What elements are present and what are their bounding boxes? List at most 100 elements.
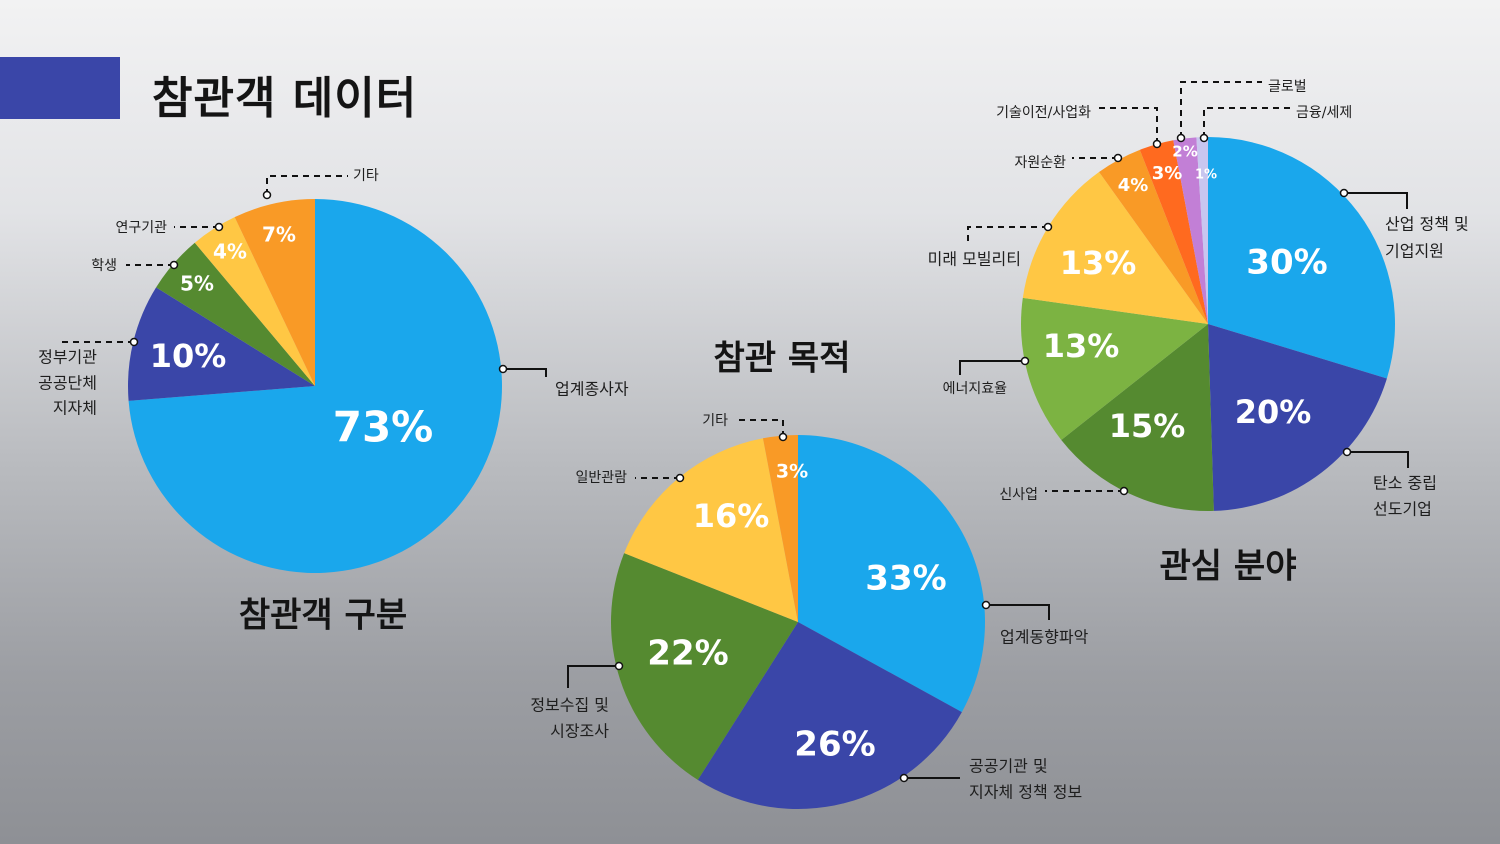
leader-line [266,175,348,195]
slice-category-label: 공공단체 [38,374,97,393]
pie-slice [762,435,798,622]
slice-percent-label: 15% [1109,407,1186,445]
slice-category-label: 자원순환 [1014,155,1066,171]
leader-dot [1043,222,1053,232]
pie-slice [234,199,315,386]
slice-percent-label: 1% [1195,168,1217,183]
leader-dot [778,432,788,442]
leader-dot [1342,447,1352,457]
leader-line [986,604,1050,620]
slice-category-label: 기타 [702,413,728,429]
slice-category-label: 정보수집 및 [530,696,609,715]
slice-category-label: 신사업 [999,487,1038,503]
slice-percent-label: 3% [1152,163,1183,184]
slice-percent-label: 20% [1235,393,1312,431]
pie-slice [156,242,315,386]
leader-dot [614,661,624,671]
leader-line [1344,192,1408,209]
slice-category-label: 금융/세제 [1296,105,1352,121]
leader-line [967,226,1048,241]
slice-category-label: 기술이전/사업화 [996,105,1091,121]
slice-category-label: 공공기관 및 [969,757,1048,776]
pie-slice [1139,140,1208,324]
pie-slice [1173,137,1208,324]
leader-dot [1176,133,1186,143]
chart-title: 참관객 구분 [239,596,407,636]
slice-percent-label: 7% [262,223,296,247]
title-accent-bar [0,57,120,119]
slice-category-label: 학생 [91,258,117,274]
slice-category-label: 정부기관 [38,348,97,367]
leader-line [1347,451,1409,468]
slice-percent-label: 10% [150,337,227,375]
leader-dot [262,190,272,200]
leader-line [959,360,1025,375]
slice-category-label: 선도기업 [1373,500,1432,519]
leader-dot [129,337,139,347]
slice-percent-label: 16% [693,497,770,535]
slice-percent-label: 4% [1118,175,1149,196]
leader-dot [214,222,224,232]
pie-slice [1208,324,1387,511]
slice-category-label: 일반관람 [575,470,627,486]
pie-slice [624,438,798,622]
leader-dot [1119,486,1129,496]
pie-slice [610,553,798,780]
pie-slice [1021,297,1208,440]
slice-category-label: 탄소 중립 [1373,474,1437,493]
leader-line [1203,107,1290,138]
slice-percent-label: 5% [180,272,214,296]
leader-line [1098,107,1158,144]
slice-category-label: 시장조사 [550,722,609,741]
pie-slice [1061,324,1214,512]
leader-dot [981,600,991,610]
pie-slice [1022,172,1208,324]
pie-slice [128,287,315,401]
slice-category-label: 에너지효율 [943,381,1008,397]
pie-slice [798,435,986,713]
slice-percent-label: 73% [333,403,434,452]
slice-percent-label: 13% [1060,244,1137,282]
leader-line [1180,81,1262,138]
slice-percent-label: 33% [865,559,946,599]
slice-category-label: 기업지원 [1385,242,1444,261]
leader-dot [1152,139,1162,149]
pie-slice [697,622,962,810]
leader-dot [1113,153,1123,163]
slice-percent-label: 2% [1172,143,1197,161]
slice-category-label: 연구기관 [115,220,167,236]
leader-dot [1339,188,1349,198]
slice-category-label: 기타 [353,168,379,184]
leader-line [567,665,619,688]
chart-title: 관심 분야 [1160,547,1297,587]
leader-dot [899,773,909,783]
pie-slice [1099,149,1208,324]
pie-slice [128,199,503,574]
slice-category-label: 업계종사자 [555,380,629,399]
leader-line [503,368,547,377]
page-title: 참관객 데이터 [152,73,418,124]
pie-slice [1208,137,1395,379]
slice-percent-label: 30% [1246,243,1327,283]
slice-category-label: 업계동향파악 [1000,628,1089,647]
slice-percent-label: 13% [1043,327,1120,365]
slice-category-label: 미래 모빌리티 [928,250,1021,269]
pie-slice [194,217,315,386]
slice-percent-label: 3% [776,461,808,483]
leader-dot [169,260,179,270]
slice-category-label: 산업 정책 및 [1385,215,1469,234]
leader-dot [675,473,685,483]
slice-category-label: 글로벌 [1268,79,1307,95]
leader-line [734,419,784,437]
slice-percent-label: 26% [794,725,875,765]
leader-dot [1020,356,1030,366]
slice-percent-label: 22% [647,634,728,674]
leader-dot [1199,133,1209,143]
slice-category-label: 지자체 [53,399,97,418]
slice-category-label: 지자체 정책 정보 [969,783,1082,802]
chart-title: 참관 목적 [714,339,851,379]
